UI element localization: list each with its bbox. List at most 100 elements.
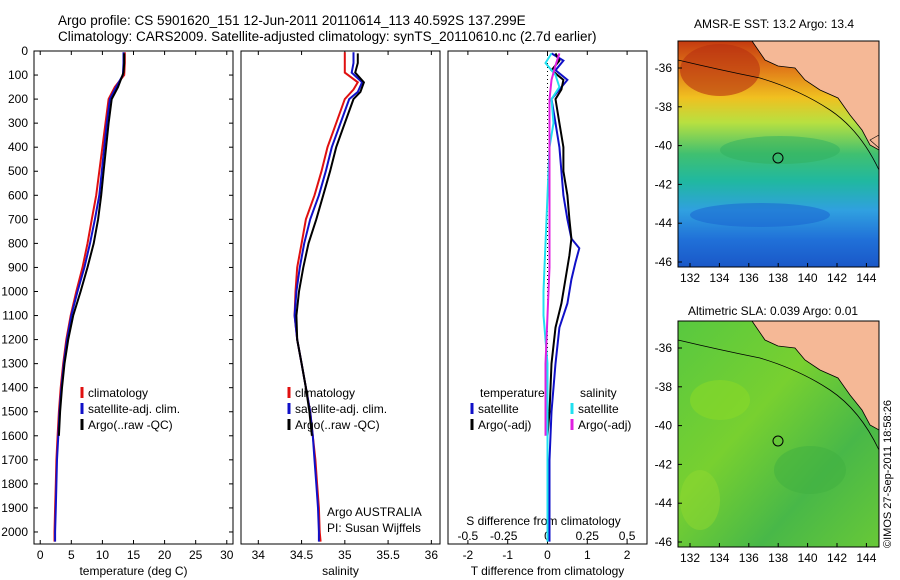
temperature-frame [33, 50, 234, 545]
difference-top-label: S difference from climatology [466, 514, 621, 528]
salinity-legend-label: satellite-adj. clim. [295, 402, 387, 416]
difference-xtick-label: 2 [624, 548, 631, 562]
map-ytick-label: -46 [655, 255, 673, 269]
temperature-xtick-label: 0 [37, 548, 44, 562]
salinity-xtick-label: 34.5 [290, 548, 314, 562]
temperature-ytick-label: 700 [8, 212, 28, 226]
temperature-legend-label: climatology [88, 386, 148, 400]
panel-difference: -2 -1 0 1 2 T difference from climatology S di… [447, 50, 648, 578]
temperature-ytick-label: 400 [8, 140, 28, 154]
sst-map-blue-patch [690, 203, 830, 227]
difference-xtick-label: 1 [584, 548, 591, 562]
sla-map-patch-1 [690, 380, 750, 420]
map-xtick-label: 134 [709, 551, 729, 565]
map-ytick-label: -44 [655, 216, 673, 230]
salinity-series-argo-raw-qc- [295, 53, 366, 436]
temperature-ytick-label: 2000 [1, 525, 28, 539]
panel-temperature: 0 5 10 15 20 25 300100200300400500600700800900… [1, 44, 233, 578]
map-ytick-label: -40 [655, 419, 673, 433]
sla-map-patch-2 [774, 446, 846, 494]
temperature-ytick-label: 1800 [1, 477, 28, 491]
map-xtick-label: 132 [680, 551, 700, 565]
map-xtick-label: 144 [856, 551, 876, 565]
temperature-xtick-label: 30 [220, 548, 234, 562]
map-xtick-label: 134 [709, 271, 729, 285]
temperature-ytick-label: 100 [8, 68, 28, 82]
sla-map-contour [677, 339, 880, 451]
map-axes-0: 132 134 136 138 140 142 144 -36 -38 -40 -42 -44 -46 [655, 61, 877, 285]
difference-series-s-satellite [542, 52, 561, 542]
map-xtick-label: 136 [739, 551, 759, 565]
sst-map-title: AMSR-E SST: 13.2 Argo: 13.4 [694, 17, 855, 31]
difference-xlabel: T difference from climatology [471, 564, 625, 578]
salinity-legend-label: Argo(..raw -QC) [295, 418, 380, 432]
temperature-ytick-label: 600 [8, 188, 28, 202]
difference-legend-label: satellite [578, 402, 619, 416]
temperature-series-satellite-adj-clim- [54, 52, 125, 542]
difference-stick-label: 0.25 [576, 529, 600, 543]
map-ytick-label: -38 [655, 100, 673, 114]
difference-legend-label: Argo(-adj) [478, 418, 531, 432]
temperature-ytick-label: 300 [8, 116, 28, 130]
temperature-xtick-label: 5 [68, 548, 75, 562]
difference-xtick-label: -2 [463, 548, 474, 562]
temperature-xtick-label: 20 [158, 548, 172, 562]
salinity-xtick-label: 34 [252, 548, 266, 562]
map-axes-1: 132 134 136 138 140 142 144 -36 -38 -40 -42 -44 -46 [655, 341, 877, 565]
sst-map-argo-marker [772, 152, 784, 164]
temperature-ytick-label: 500 [8, 164, 28, 178]
map-ytick-label: -44 [655, 496, 673, 510]
map-xtick-label: 140 [798, 271, 818, 285]
difference-stick-label: -0.5 [458, 529, 479, 543]
map-ytick-label: -36 [655, 341, 673, 355]
salinity-xtick-label: 35 [338, 548, 352, 562]
salinity-annotation: PI: Susan Wijffels [327, 521, 421, 535]
map-xtick-label: 138 [768, 271, 788, 285]
sla-map-title: Altimetric SLA: 0.039 Argo: 0.01 [688, 304, 859, 318]
temperature-ytick-label: 1200 [1, 333, 28, 347]
sst-map-green-patch [720, 136, 840, 164]
temperature-legend-label: satellite-adj. clim. [88, 402, 180, 416]
map-xtick-label: 136 [739, 271, 759, 285]
temperature-ytick-label: 1500 [1, 405, 28, 419]
map-ytick-label: -38 [655, 380, 673, 394]
sla-map-argo-marker [772, 435, 784, 447]
difference-xtick-label: -1 [502, 548, 513, 562]
map-xtick-label: 138 [768, 551, 788, 565]
salinity-annotation: Argo AUSTRALIA [327, 505, 422, 519]
sla-map [677, 320, 880, 548]
temperature-ytick-label: 900 [8, 260, 28, 274]
difference-series-t-argo-adj- [546, 52, 573, 436]
difference-stick-label: 0.5 [619, 529, 636, 543]
temperature-ytick-label: 0 [21, 44, 28, 58]
difference-legend-label: satellite [478, 402, 519, 416]
salinity-xlabel: salinity [322, 564, 359, 578]
imos-credit: ©IMOS 27-Sep-2011 18:58:26 [882, 400, 894, 548]
temperature-ytick-label: 1300 [1, 357, 28, 371]
map-ytick-label: -46 [655, 535, 673, 549]
difference-series-s-argo-adj- [544, 53, 561, 436]
salinity-xtick-label: 36 [425, 548, 439, 562]
temperature-ytick-label: 800 [8, 236, 28, 250]
map-ytick-label: -36 [655, 61, 673, 75]
map-ytick-label: -42 [655, 457, 673, 471]
map-xtick-label: 140 [798, 551, 818, 565]
map-xtick-label: 144 [856, 271, 876, 285]
sla-map-patch-3 [680, 470, 720, 530]
temperature-ytick-label: 1700 [1, 453, 28, 467]
map-xtick-label: 142 [827, 271, 847, 285]
difference-legend-heading-temperature: temperature [480, 386, 545, 400]
title-line-2: Climatology: CARS2009. Satellite-adjuste… [58, 29, 597, 44]
sst-map [677, 40, 880, 268]
salinity-legend-label: climatology [295, 386, 355, 400]
salinity-xtick-label: 35.5 [376, 548, 400, 562]
map-xtick-label: 142 [827, 551, 847, 565]
temperature-ytick-label: 1600 [1, 429, 28, 443]
map-xtick-label: 132 [680, 271, 700, 285]
temperature-xlabel: temperature (deg C) [79, 564, 187, 578]
temperature-ytick-label: 1000 [1, 284, 28, 298]
map-ytick-label: -40 [655, 139, 673, 153]
map-ytick-label: -42 [655, 177, 673, 191]
difference-legend-heading-salinity: salinity [580, 386, 617, 400]
